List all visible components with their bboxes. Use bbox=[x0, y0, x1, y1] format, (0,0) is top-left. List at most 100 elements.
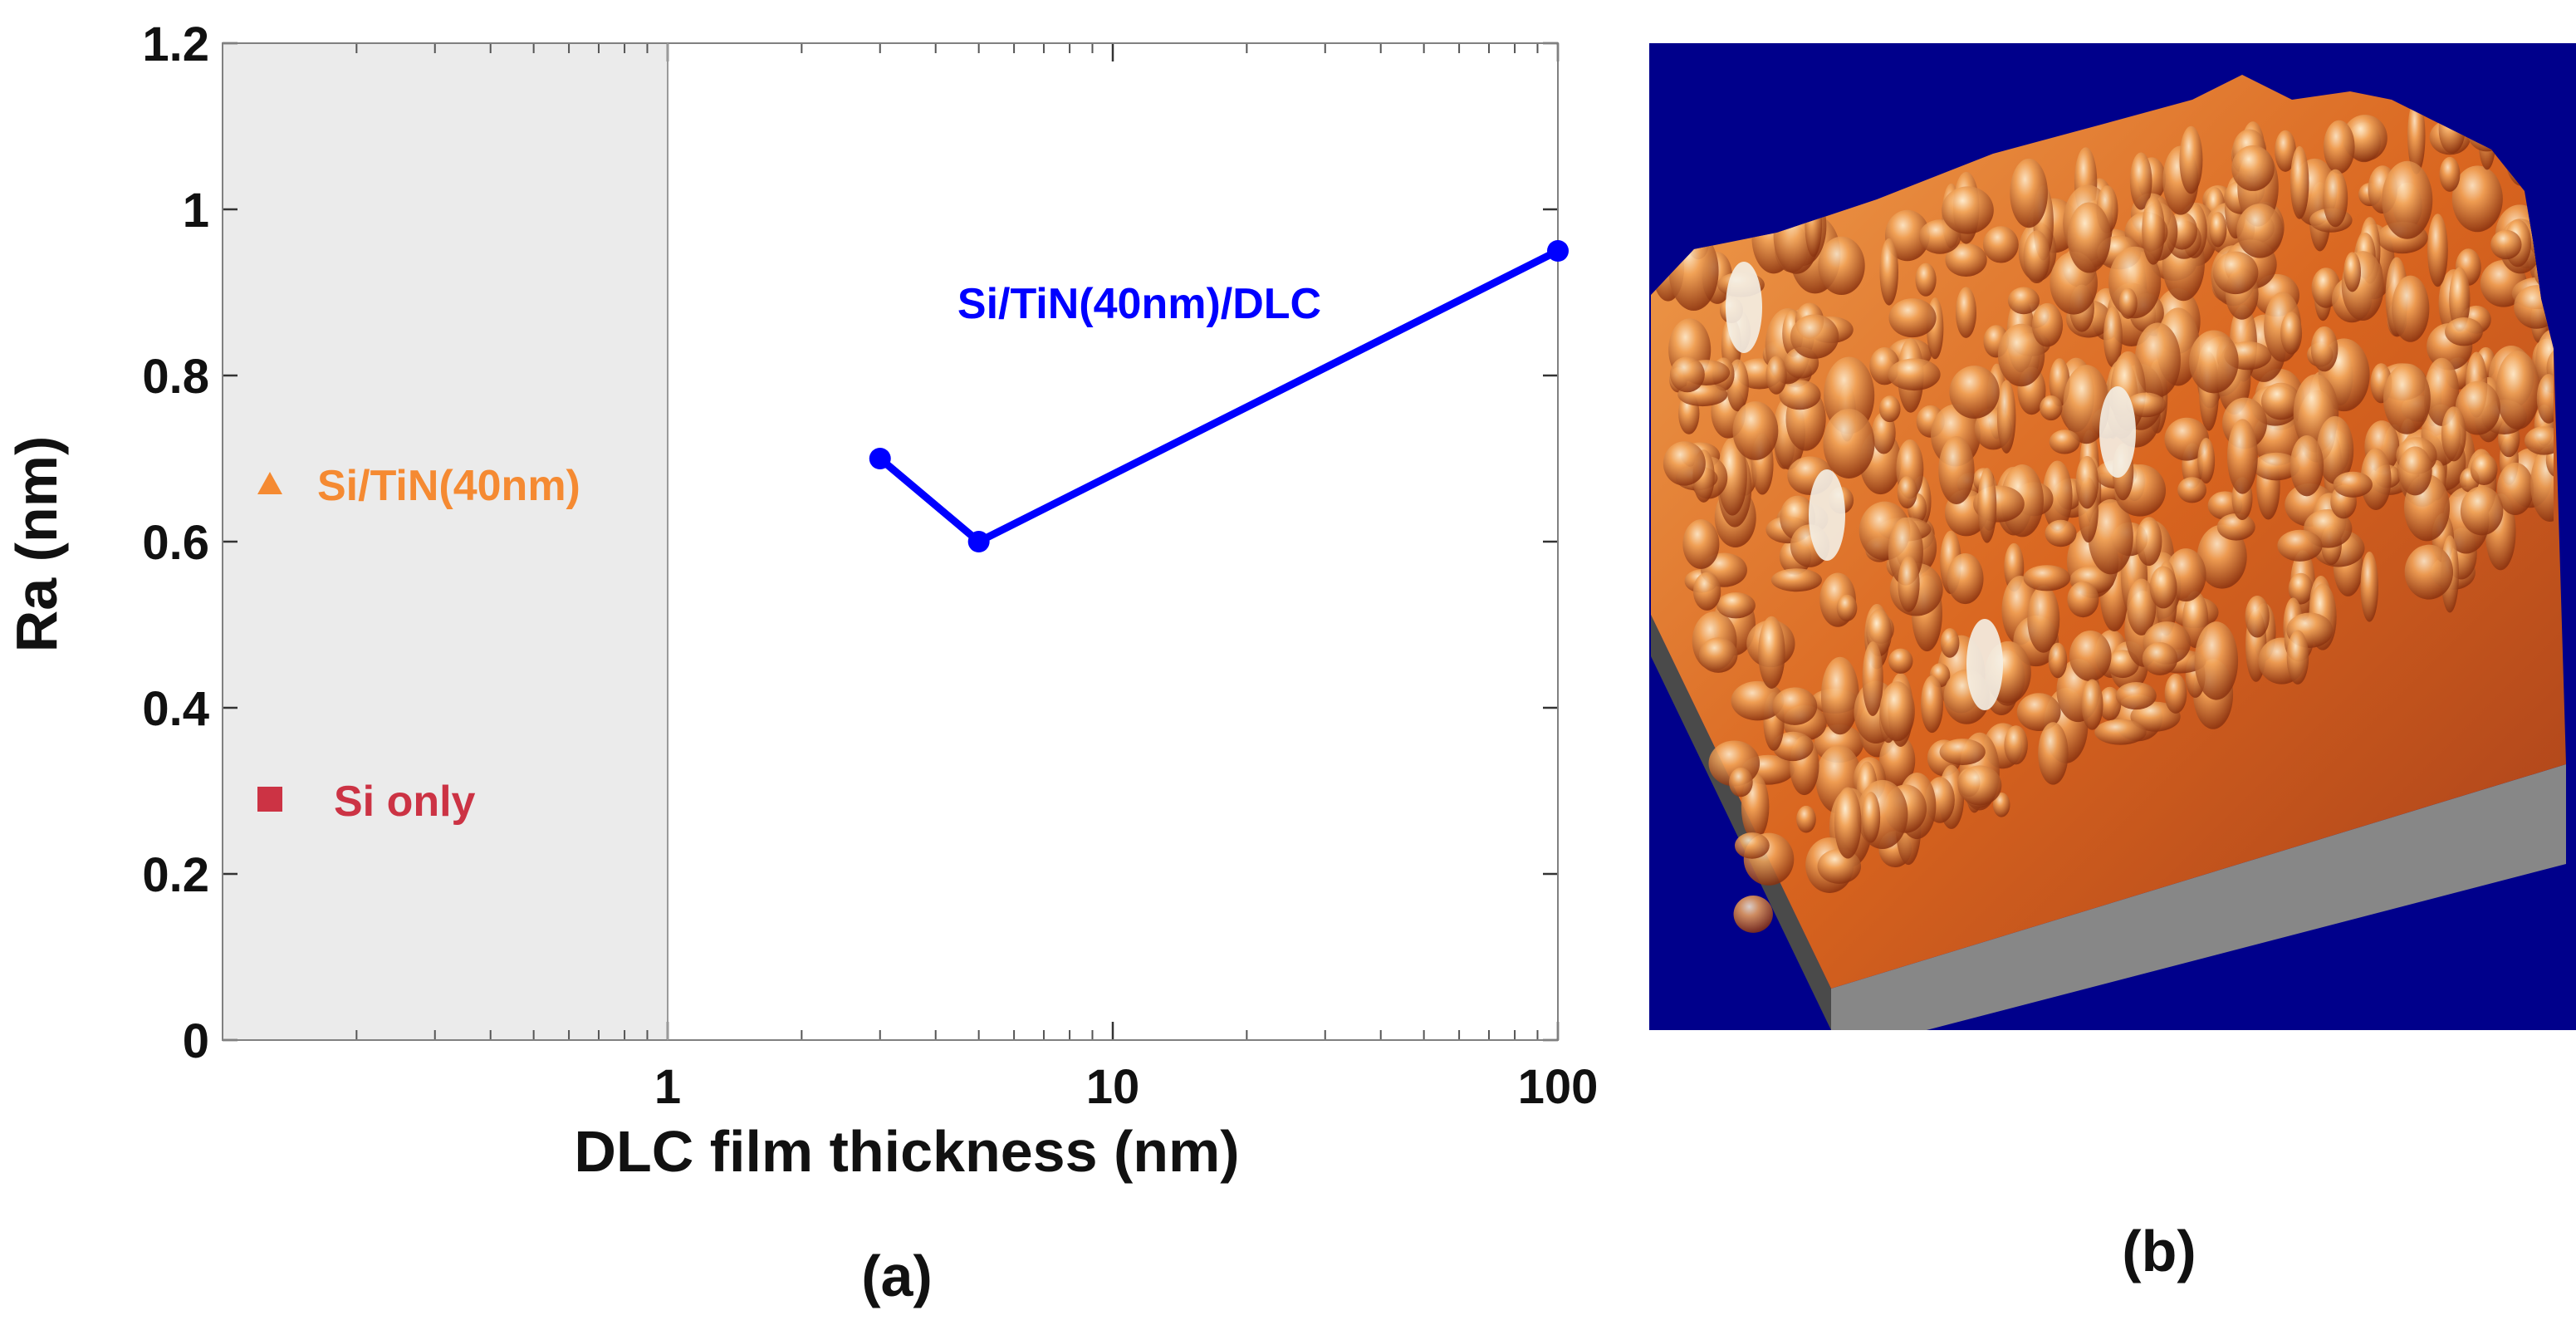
x-major-ticks bbox=[666, 43, 1560, 1040]
afm-peak bbox=[2490, 229, 2522, 260]
afm-peak bbox=[2231, 145, 2275, 191]
y-tick-labels: 0 0.2 0.4 0.6 0.8 1 1.2 bbox=[142, 17, 209, 1068]
afm-peak bbox=[2407, 98, 2426, 174]
afm-peak bbox=[2177, 477, 2206, 503]
afm-peak bbox=[1872, 411, 1896, 454]
x-tick-labels: 1 10 100 bbox=[654, 1060, 1599, 1114]
afm-peak bbox=[1765, 356, 1787, 395]
x-tick-label: 100 bbox=[1518, 1060, 1599, 1114]
afm-peak bbox=[1879, 681, 1915, 742]
afm-peak bbox=[1898, 556, 1920, 612]
afm-peak bbox=[1732, 401, 1779, 460]
afm-peak bbox=[1888, 648, 1913, 674]
afm-peak bbox=[1947, 552, 1984, 605]
x-minor-ticks bbox=[355, 43, 1539, 1040]
afm-peak bbox=[2142, 196, 2165, 265]
y-tick-label: 1 bbox=[183, 184, 209, 238]
afm-peak bbox=[1790, 314, 1839, 359]
afm-peak bbox=[1817, 848, 1862, 884]
afm-peak bbox=[1669, 356, 1705, 393]
afm-peak bbox=[2040, 395, 2063, 421]
afm-peak bbox=[2449, 267, 2471, 332]
afm-peak bbox=[2333, 471, 2373, 498]
afm-peak bbox=[1940, 628, 1960, 658]
afm-peak bbox=[1758, 616, 1785, 689]
data-point bbox=[1547, 240, 1569, 262]
data-point bbox=[869, 448, 891, 469]
plot-frame bbox=[222, 42, 1559, 1041]
afm-peak bbox=[1884, 209, 1930, 262]
afm-peak bbox=[2316, 415, 2354, 484]
afm-peak bbox=[2194, 621, 2239, 700]
afm-peak bbox=[2196, 524, 2247, 589]
afm-peak bbox=[1992, 793, 2010, 817]
afm-peak bbox=[2115, 682, 2157, 710]
afm-peak bbox=[1862, 641, 1883, 716]
afm-peak bbox=[1878, 395, 1901, 423]
afm-peak bbox=[2536, 374, 2554, 424]
afm-peak bbox=[2290, 434, 2324, 497]
afm-peak bbox=[2382, 160, 2433, 239]
y-tick-label: 0 bbox=[183, 1014, 209, 1068]
afm-peak bbox=[2130, 701, 2181, 732]
afm-peak bbox=[1796, 805, 1816, 833]
afm-peak bbox=[1836, 594, 1858, 622]
afm-peak bbox=[2127, 578, 2157, 636]
afm-peak bbox=[1772, 731, 1814, 762]
afm-peak bbox=[2451, 165, 2503, 233]
afm-peak bbox=[2261, 382, 2301, 420]
afm-peak bbox=[2290, 145, 2309, 219]
afm-peak bbox=[2103, 306, 2123, 368]
afm-peak bbox=[2189, 330, 2239, 394]
afm-peak bbox=[1982, 226, 2019, 263]
afm-peak bbox=[2441, 406, 2466, 462]
afm-peak bbox=[1977, 468, 1997, 543]
afm-peak bbox=[2023, 565, 2071, 591]
afm-peak bbox=[2038, 722, 2069, 785]
afm-peak bbox=[1731, 680, 1785, 721]
afm-peak bbox=[2360, 448, 2392, 510]
afm-peak-highlight bbox=[1726, 262, 1762, 353]
afm-peak bbox=[2275, 130, 2296, 172]
afm-peak bbox=[1717, 437, 1747, 516]
afm-peak bbox=[1772, 687, 1818, 725]
afm-peak bbox=[2495, 351, 2540, 430]
afm-peak bbox=[1733, 896, 1773, 933]
afm-peak bbox=[1663, 441, 1706, 486]
y-tick-label: 0.2 bbox=[142, 848, 209, 902]
afm-peak bbox=[2404, 544, 2454, 600]
afm-peak bbox=[2470, 454, 2498, 486]
afm-peak bbox=[2323, 120, 2355, 174]
afm-peak bbox=[2164, 417, 2210, 461]
afm-peak bbox=[2226, 419, 2258, 494]
afm-peak bbox=[1692, 572, 1721, 611]
reference-label: Si/TiN(40nm) bbox=[317, 462, 580, 510]
afm-peak bbox=[2098, 686, 2122, 721]
afm-peak bbox=[1823, 408, 1875, 479]
afm-peak bbox=[2125, 392, 2167, 418]
afm-peak bbox=[2049, 429, 2080, 454]
afm-peak bbox=[2197, 438, 2216, 483]
afm-peak bbox=[1997, 323, 2045, 387]
roughness-chart: 1 10 100 0 0.2 0.4 0.6 0.8 1 1.2 Si/TiN(40nm)/DL… bbox=[4, 17, 1598, 1308]
afm-peak bbox=[2027, 585, 2060, 653]
afm-peak bbox=[2010, 158, 2048, 228]
afm-peak-highlight bbox=[2099, 386, 2136, 478]
afm-peak bbox=[1945, 243, 1987, 277]
y-tick-label: 0.8 bbox=[142, 350, 209, 404]
afm-peak bbox=[2343, 252, 2362, 292]
afm-peak bbox=[2383, 363, 2431, 434]
afm-peak bbox=[2004, 725, 2028, 765]
afm-peak bbox=[2149, 566, 2177, 609]
afm-peak bbox=[2460, 486, 2504, 536]
afm-peak bbox=[2045, 519, 2077, 547]
y-tick-label: 0.6 bbox=[142, 516, 209, 570]
afm-base-left bbox=[1651, 615, 1831, 1030]
afm-peak bbox=[2136, 517, 2162, 567]
afm-peak bbox=[1918, 219, 1961, 254]
afm-peak bbox=[2088, 498, 2133, 575]
afm-peak bbox=[2179, 125, 2203, 194]
afm-peak bbox=[2067, 202, 2111, 273]
afm-peak-highlight bbox=[1809, 469, 1845, 561]
afm-peak bbox=[2048, 642, 2068, 679]
